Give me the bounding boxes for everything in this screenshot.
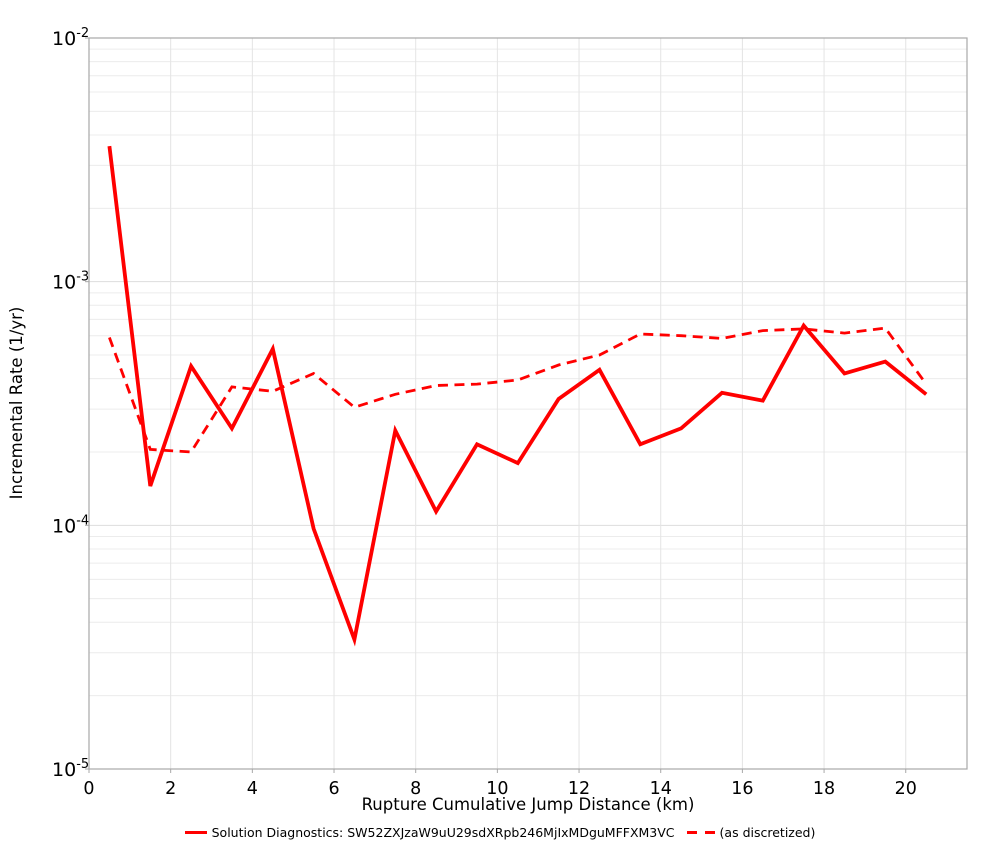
- x-tick-label: 4: [247, 779, 258, 799]
- x-tick-label: 18: [813, 779, 835, 799]
- legend-dashed-label: (as discretized): [719, 825, 816, 840]
- y-tick-label: 10-5: [52, 757, 89, 781]
- legend-dash-gap: [697, 831, 705, 834]
- y-axis-title: Incremental Rate (1/yr): [7, 307, 26, 500]
- x-tick-label: 2: [165, 779, 176, 799]
- x-tick-label: 8: [410, 779, 421, 799]
- x-tick-label: 16: [731, 779, 753, 799]
- x-tick-label: 12: [568, 779, 590, 799]
- legend-dash-2: [704, 831, 715, 834]
- legend-dashed-line-swatch: [686, 831, 715, 834]
- x-tick-label: 10: [486, 779, 508, 799]
- legend-dash-1: [686, 831, 697, 834]
- x-axis-title: Rupture Cumulative Jump Distance (km): [362, 795, 695, 814]
- solid-series-line: [107, 145, 928, 647]
- dashed-series-line: [108, 326, 928, 454]
- x-tick-label: 14: [650, 779, 672, 799]
- legend-solid-line-swatch: [184, 830, 207, 835]
- x-tick-label: 0: [83, 779, 94, 799]
- x-tick-label: 6: [328, 779, 339, 799]
- x-tick-label: 20: [895, 779, 917, 799]
- grid-layer: [89, 38, 967, 769]
- axis-layer: 0 2 4 6 8 10 12 14 16 18 20 10-5 10-4 10-3 10-2: [52, 26, 968, 799]
- legend: Solution Diagnostics: SW52ZXJzaW9uU29sdX…: [0, 825, 1000, 840]
- y-tick-label: 10-4: [52, 513, 89, 537]
- legend-solid-label: Solution Diagnostics: SW52ZXJzaW9uU29sdX…: [211, 825, 675, 840]
- y-tick-label: 10-2: [52, 26, 89, 50]
- plot-border: [88, 37, 968, 770]
- series-layer: [107, 145, 928, 647]
- y-tick-label: 10-3: [52, 270, 89, 294]
